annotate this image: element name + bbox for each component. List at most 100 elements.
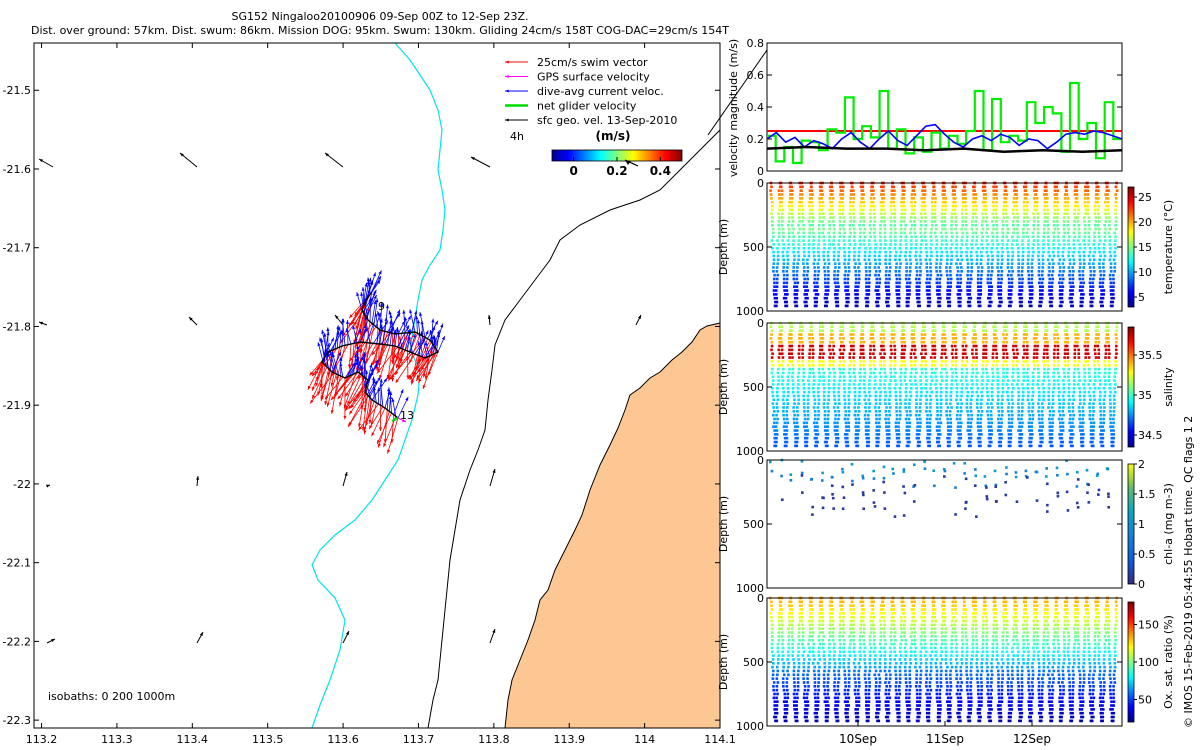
profile-point	[1092, 243, 1096, 246]
profile-point	[861, 348, 865, 352]
profile-point	[1066, 231, 1070, 235]
profile-point	[1048, 293, 1051, 296]
profile-point	[946, 421, 950, 425]
profile-point	[1015, 189, 1018, 192]
current-vector	[331, 351, 342, 373]
profile-point	[803, 410, 806, 413]
profile-point	[1007, 296, 1010, 300]
profile-point	[1113, 262, 1117, 265]
profile-point	[1062, 239, 1066, 242]
profile-point	[1077, 250, 1081, 254]
current-vector-head	[379, 318, 383, 323]
profile-point	[823, 386, 826, 390]
profile-point	[905, 273, 908, 277]
profile-point	[1079, 262, 1082, 265]
profile-point	[1048, 300, 1052, 304]
profile-point	[1016, 220, 1019, 223]
profile-point	[966, 281, 969, 285]
profile-point	[913, 348, 917, 352]
profile-point	[935, 250, 939, 254]
profile-point	[877, 440, 880, 444]
profile-point	[931, 352, 935, 356]
profile-point	[1099, 254, 1102, 258]
profile-point	[825, 304, 828, 308]
profile-point	[1004, 208, 1008, 212]
profile-point	[959, 266, 963, 269]
profile-point	[833, 293, 837, 296]
profile-point	[901, 189, 905, 192]
profile-point	[953, 189, 956, 192]
profile-point	[844, 270, 848, 273]
profile-point	[1022, 337, 1026, 340]
profile-point	[797, 254, 801, 258]
current-vector-head	[338, 351, 341, 356]
profile-point	[792, 239, 795, 242]
geo-arrow	[46, 638, 56, 644]
profile-point	[963, 337, 967, 340]
profile-point	[959, 436, 963, 440]
profile-point	[912, 352, 916, 356]
current-vector-head	[364, 315, 368, 320]
profile-point	[877, 433, 881, 436]
profile-point	[797, 216, 801, 219]
profile-point	[1102, 289, 1106, 292]
profile-point	[934, 246, 938, 250]
profile-point	[969, 273, 973, 277]
profile-point	[981, 220, 984, 223]
profile-point	[833, 398, 837, 402]
profile-point	[824, 444, 828, 448]
profile-point	[981, 360, 985, 363]
profile-point	[800, 197, 804, 200]
profile-point	[851, 223, 855, 227]
profile-point	[937, 304, 940, 308]
profile-point	[906, 281, 909, 285]
profile-point	[929, 231, 933, 235]
swim-vector-shaft	[390, 351, 411, 379]
profile-point	[930, 200, 934, 204]
profile-point	[849, 325, 853, 329]
profile-point	[1009, 436, 1013, 440]
profile-point	[1007, 433, 1011, 436]
profile-point	[898, 246, 902, 250]
profile-point	[971, 390, 974, 394]
profile-point	[889, 223, 893, 227]
profile-point	[962, 325, 966, 329]
profile-point	[967, 436, 971, 440]
profile-point	[951, 337, 955, 340]
profile-point	[1006, 367, 1009, 371]
profile-point	[1114, 220, 1118, 223]
profile-point	[976, 296, 980, 300]
profile-point	[868, 270, 872, 273]
profile-point	[939, 262, 942, 265]
profile-point	[851, 337, 855, 340]
profile-point	[929, 413, 933, 417]
profile-point	[1076, 239, 1080, 242]
profile-point	[1021, 421, 1024, 425]
profile-point	[1033, 333, 1037, 336]
swim-vector-shaft	[379, 331, 388, 361]
profile-point	[934, 360, 937, 363]
profile-point	[1051, 266, 1054, 269]
profile-point	[839, 185, 842, 189]
profile-point	[1102, 246, 1106, 250]
profile-point	[777, 379, 780, 382]
profile-point	[990, 270, 994, 273]
profile-point	[910, 367, 914, 371]
profile-point	[1044, 185, 1048, 189]
profile-point	[776, 398, 780, 402]
swim-vector-shaft	[371, 407, 386, 437]
profile-point	[872, 197, 876, 200]
profile-point	[940, 379, 944, 382]
profile-point	[838, 200, 842, 204]
profile-point	[893, 193, 896, 196]
profile-point	[915, 386, 918, 390]
profile-point	[1010, 417, 1014, 421]
profile-point	[898, 410, 902, 413]
profile-point	[977, 300, 980, 304]
profile-point	[1016, 216, 1019, 219]
profile-point	[1009, 440, 1012, 444]
profile-point	[774, 289, 778, 292]
profile-point	[923, 356, 926, 359]
profile-point	[915, 410, 919, 413]
profile-point	[1036, 239, 1040, 242]
